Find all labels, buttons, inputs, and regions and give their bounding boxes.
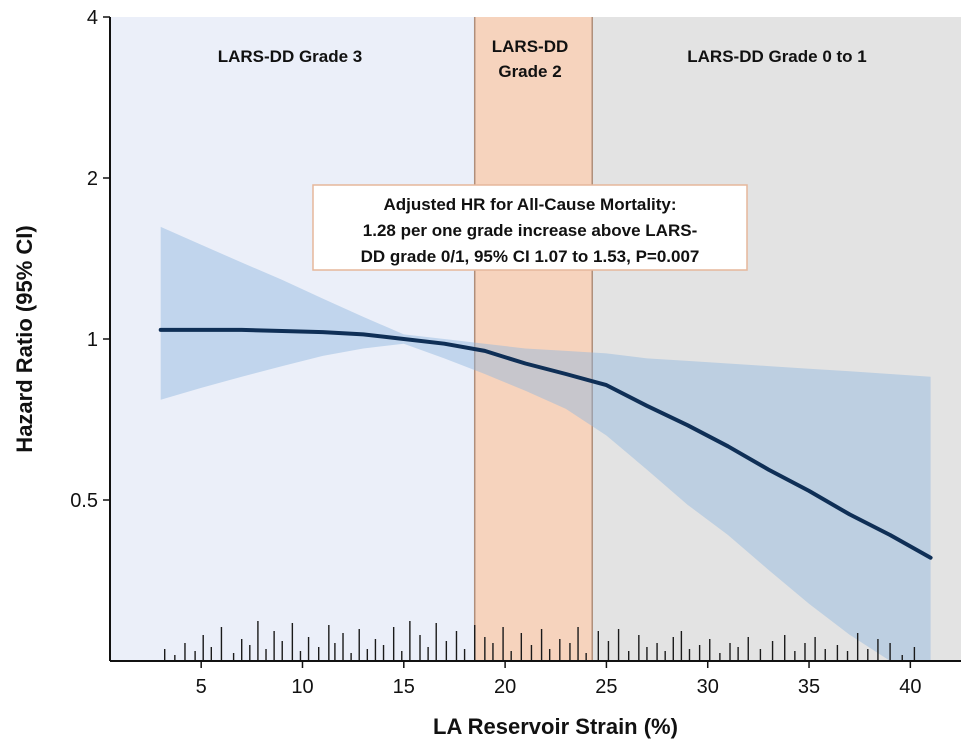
y-tick-label: 0.5 (70, 490, 98, 512)
x-tick-label: 40 (899, 676, 921, 698)
region-label: LARS-DD (492, 37, 569, 56)
y-tick-label: 1 (87, 329, 98, 351)
x-tick-label: 15 (393, 676, 415, 698)
x-tick-label: 20 (494, 676, 516, 698)
annotation-box (312, 184, 748, 271)
labels-layer: LA Reservoir Strain (%) Hazard Ratio (95%… (12, 37, 867, 739)
x-tick-label: 5 (196, 676, 207, 698)
y-axis-title: Hazard Ratio (95% CI) (12, 225, 37, 452)
annotation-layer: Adjusted HR for All-Cause Mortality: 1.28… (312, 184, 748, 271)
hazard-ratio-line (158, 327, 933, 560)
annotation-line: Adjusted HR for All-Cause Mortality: (383, 195, 676, 214)
x-tick-label: 25 (595, 676, 617, 698)
region-band (592, 17, 961, 661)
x-tick-label: 35 (798, 676, 820, 698)
x-tick-label: 30 (697, 676, 719, 698)
annotation-line: DD grade 0/1, 95% CI 1.07 to 1.53, P=0.0… (361, 247, 700, 266)
axes-layer: 5 10 15 20 25 30 35 40 0.5 1 2 4 (70, 7, 961, 698)
region-label: LARS-DD Grade 3 (218, 47, 363, 66)
region-label: LARS-DD Grade 0 to 1 (687, 47, 866, 66)
rug-layer (164, 621, 916, 661)
y-tick-label: 2 (87, 168, 98, 190)
line-layer (158, 327, 933, 560)
y-tick-label: 4 (87, 7, 98, 29)
x-axis-title: LA Reservoir Strain (%) (433, 714, 678, 739)
region-band (474, 17, 593, 661)
region-label: Grade 2 (498, 62, 561, 81)
x-tick-label: 10 (291, 676, 313, 698)
annotation-line: 1.28 per one grade increase above LARS- (363, 221, 697, 240)
